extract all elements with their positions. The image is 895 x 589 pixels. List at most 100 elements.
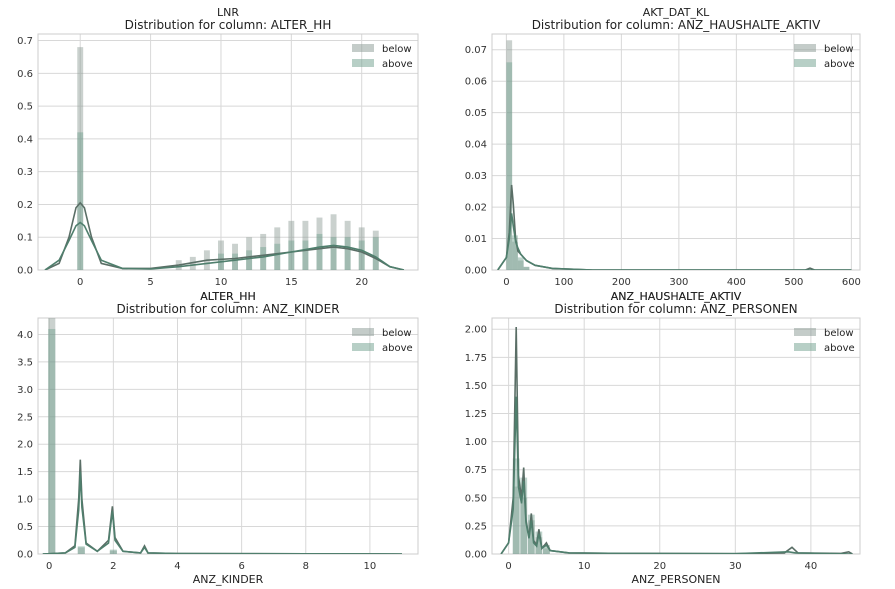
legend-swatch-above: [794, 59, 816, 67]
x-axis-label: ANZ_KINDER: [193, 573, 264, 586]
x-tick-label: 10: [215, 277, 228, 288]
histogram-bar-below: [527, 520, 535, 554]
histogram-bar-below: [246, 237, 253, 270]
legend-label-below: below: [382, 44, 412, 55]
subplot-2: 0.00 0.01 0.02 0.03 0.04 0.05 0.06 0.07 0 100 200 3…: [465, 6, 861, 303]
x-tick-label: 100: [554, 277, 573, 288]
y-tick-label: 1.75: [465, 353, 487, 364]
y-tick-label: 0.7: [17, 36, 33, 47]
plot-area: [44, 47, 405, 270]
legend: below above: [352, 328, 413, 354]
plot-area: [42, 318, 403, 554]
x-tick-label: 400: [727, 277, 746, 288]
histogram-bar-above: [260, 247, 267, 270]
histogram-bar-above: [316, 233, 323, 270]
x-tick-label: 10: [364, 561, 377, 572]
axes-frame: [37, 317, 419, 555]
y-tick-label: 3.5: [17, 357, 33, 368]
histogram-bar-above: [512, 235, 518, 270]
y-tick-label: 0.5: [17, 522, 33, 533]
x-tick-label: 600: [842, 277, 861, 288]
x-tick-label: 30: [729, 561, 742, 572]
legend: below above: [794, 328, 855, 354]
y-tick-label: 0.02: [465, 203, 487, 214]
histogram-bar-below: [330, 214, 337, 270]
axes-frame: [491, 317, 861, 555]
subplot-1: 0.0 0.1 0.2 0.3 0.4 0.5 0.6 0.7 0 5 10 15 20 LNRDistr…: [17, 6, 419, 303]
legend: below above: [794, 44, 855, 70]
axes-frame: [491, 33, 861, 271]
histogram-bar-above: [344, 237, 351, 270]
y-tick-label: 0.05: [465, 108, 487, 119]
histogram-bar-above: [109, 549, 117, 554]
histogram-bar-below: [344, 220, 351, 270]
y-tick-label: 2.00: [465, 325, 487, 336]
legend-label-below: below: [382, 328, 412, 339]
x-axis-label: ANZ_HAUSHALTE_AKTIV: [611, 290, 742, 303]
histogram-bar-above: [517, 257, 524, 270]
y-tick-label: 0.04: [465, 140, 487, 151]
histogram-bar-above: [288, 240, 295, 270]
x-tick-label: 5: [147, 277, 153, 288]
histogram-bar-above: [358, 240, 365, 270]
legend-label-above: above: [382, 343, 413, 354]
histogram-bar-below: [109, 550, 117, 554]
histogram-bar-below: [520, 497, 528, 554]
histogram-bar-below: [48, 318, 56, 554]
kde-line-above: [44, 221, 405, 270]
y-tick-label: 2.5: [17, 412, 33, 423]
kde-line-above: [500, 396, 853, 554]
histogram-bar-above: [246, 250, 253, 270]
y-tick-label: 0.5: [17, 102, 33, 113]
y-tick-label: 0.00: [465, 550, 487, 561]
y-tick-label: 0.1: [17, 233, 33, 244]
histogram-bar-below: [316, 217, 323, 270]
y-tick-label: 4.0: [17, 330, 33, 341]
x-tick-label: 2: [110, 561, 116, 572]
histogram-bar-above: [523, 266, 530, 270]
kde-line-above: [497, 213, 852, 270]
legend: below above: [352, 44, 413, 70]
subplot-suptitle: LNR: [217, 6, 239, 19]
y-tick-label: 1.0: [17, 495, 33, 506]
subplot-3: 0.0 0.5 1.0 1.5 2.0 2.5 3.0 3.5 4.0 0 2 4 6 8 10 ALTER_…: [17, 290, 419, 586]
legend-label-above: above: [824, 343, 855, 354]
kde-line-below: [44, 201, 405, 270]
histogram-bar-above: [302, 240, 309, 270]
x-tick-label: 0: [77, 277, 83, 288]
y-tick-label: 0.25: [465, 521, 487, 532]
y-tick-label: 0.0: [17, 266, 33, 277]
kde-line-below: [500, 326, 853, 554]
y-tick-label: 0.6: [17, 69, 33, 80]
y-tick-label: 2.0: [17, 440, 33, 451]
x-tick-label: 0: [505, 561, 511, 572]
histogram-bar-above: [274, 243, 281, 270]
legend-label-below: below: [824, 328, 854, 339]
histogram-bar-below: [232, 243, 238, 270]
legend-swatch-above: [352, 343, 374, 351]
legend-swatch-below: [794, 44, 816, 52]
legend-swatch-above: [352, 59, 374, 67]
y-tick-label: 0.00: [465, 266, 487, 277]
histogram-bar-below: [77, 547, 85, 554]
y-tick-label: 1.50: [465, 381, 487, 392]
histogram-bar-above: [232, 253, 238, 270]
y-tick-label: 0.75: [465, 465, 487, 476]
kde-line-above: [42, 471, 403, 554]
y-tick-label: 3.0: [17, 385, 33, 396]
legend-swatch-below: [794, 328, 816, 336]
subplot-title: Distribution for column: ALTER_HH: [125, 18, 332, 32]
subplot-title: Distribution for column: ANZ_KINDER: [116, 302, 339, 316]
histogram-bar-above: [330, 237, 337, 270]
x-tick-label: 10: [578, 561, 591, 572]
histogram-bar-below: [506, 40, 513, 270]
y-tick-label: 0.0: [17, 550, 33, 561]
legend-label-above: above: [824, 59, 855, 70]
histogram-bar-above: [543, 545, 550, 554]
histogram-bar-above: [512, 458, 520, 554]
x-tick-label: 8: [303, 561, 309, 572]
y-tick-label: 1.5: [17, 467, 33, 478]
x-tick-label: 6: [238, 561, 244, 572]
x-tick-label: 20: [653, 561, 666, 572]
x-tick-label: 15: [285, 277, 298, 288]
